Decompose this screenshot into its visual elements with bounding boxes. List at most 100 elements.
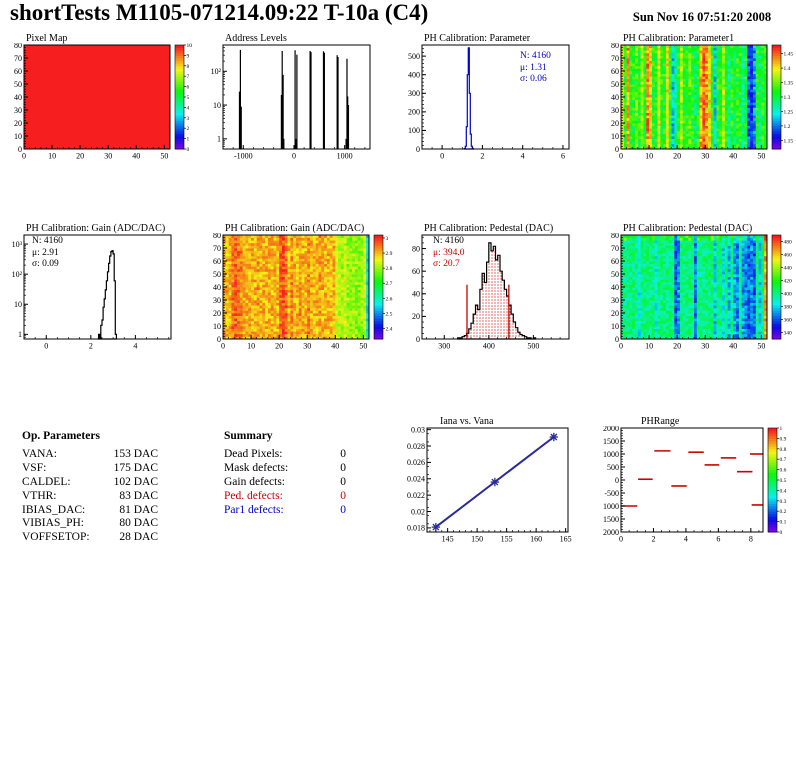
op-param-value: 175 DAC [113, 461, 158, 474]
svg-text:10: 10 [645, 152, 653, 161]
svg-text:1: 1 [18, 330, 22, 339]
op-param-value: 81 DAC [119, 503, 158, 516]
summary-row-2: Gain defects: 0 [224, 476, 346, 490]
stats-box-parameter: N: 4160 μ: 1.31 σ: 0.06 [520, 51, 551, 86]
svg-text:20: 20 [275, 342, 283, 351]
op-param-row: IBIAS_DAC: 81 DAC [22, 504, 158, 518]
svg-text:1.15: 1.15 [784, 138, 794, 144]
svg-text:300: 300 [408, 89, 420, 98]
summary-row-1: Mask defects: 0 [224, 462, 346, 476]
pad-gain-map: PH Calibration: Gain (ADC/DAC) 0 10 20 30 40… [199, 215, 398, 405]
svg-text:0: 0 [292, 152, 296, 161]
op-param-label: VANA: [22, 448, 57, 460]
svg-text:20: 20 [611, 119, 619, 128]
op-param-label: IBIAS_DAC: [22, 503, 86, 516]
svg-text:7: 7 [187, 74, 190, 80]
svg-text:50: 50 [160, 152, 168, 161]
svg-text:2.7: 2.7 [386, 281, 393, 287]
page-title: shortTests M1105-071214.09:22 T-10a (C4) [10, 0, 429, 25]
svg-text:40: 40 [213, 283, 221, 292]
op-param-value: 83 DAC [119, 489, 158, 502]
summary-row-3: Ped. defects: 0 [224, 490, 346, 504]
svg-text:2.5: 2.5 [386, 311, 393, 317]
svg-text:1.45: 1.45 [784, 52, 794, 58]
svg-text:40: 40 [412, 290, 420, 299]
svg-text:2.8: 2.8 [386, 266, 393, 272]
summary-label: Dead Pixels: [224, 448, 283, 460]
summary-row-0: Dead Pixels: 0 [224, 448, 346, 462]
svg-text:2: 2 [89, 342, 93, 351]
svg-text:1: 1 [217, 135, 221, 144]
svg-text:2.6: 2.6 [386, 296, 393, 302]
stats-box-gain: N: 4160 μ: 2.91 σ: 0.09 [32, 236, 63, 271]
svg-text:10: 10 [213, 322, 221, 331]
svg-text:9: 9 [187, 53, 190, 59]
pad-iana-vana: Iana vs. Vana 145 150 155 160 165 0.018 0.02 0.… [398, 408, 597, 598]
svg-text:20: 20 [213, 309, 221, 318]
pedestal-hist-plot: 300 400 500 0 20 40 60 80 [412, 234, 570, 351]
op-param-label: VTHR: [22, 489, 57, 502]
plot-title-gain-hist: PH Calibration: Gain (ADC/DAC) [26, 223, 166, 234]
svg-text:10²: 10² [211, 67, 222, 76]
pad-pedestal-hist: PH Calibration: Pedestal (DAC) 300 400 500… [398, 215, 597, 405]
svg-text:40: 40 [729, 152, 737, 161]
svg-text:0: 0 [22, 152, 26, 161]
op-param-row: VTHR: 83 DAC [22, 490, 158, 504]
svg-text:60: 60 [412, 267, 420, 276]
plot-title-ph-parameter1: PH Calibration: Parameter1 [623, 33, 735, 44]
svg-text:1.35: 1.35 [784, 81, 794, 87]
svg-text:80: 80 [14, 43, 22, 50]
pad-ph-parameter: PH Calibration: Parameter 0 2 4 6 0 100 200 300… [398, 33, 597, 223]
stats-n: N: 4160 [32, 236, 63, 246]
svg-text:1.2: 1.2 [784, 124, 791, 130]
ph-parameter1-map-plot: 0 10 20 30 40 50 0 10 20 30 40 50 60 70 80 1.15 1.2 1.25 1… [611, 43, 794, 161]
svg-text:30: 30 [303, 342, 311, 351]
summary-value: 0 [340, 489, 346, 502]
svg-text:20: 20 [14, 119, 22, 128]
svg-text:20: 20 [76, 152, 84, 161]
svg-text:300: 300 [438, 342, 450, 351]
svg-text:40: 40 [14, 93, 22, 102]
summary-label: Ped. defects: [224, 489, 283, 502]
svg-text:2: 2 [187, 126, 190, 132]
svg-text:4: 4 [133, 342, 137, 351]
summary-label: Gain defects: [224, 475, 285, 488]
svg-text:80: 80 [611, 43, 619, 50]
op-param-label: VSF: [22, 461, 47, 474]
gain-hist-plot: 0 2 4 1 10 10² 10³ [12, 234, 172, 351]
svg-text:10³: 10³ [12, 240, 23, 249]
op-param-row: VIBIAS_PH: 80 DAC [22, 517, 158, 531]
op-param-row: VSF: 175 DAC [22, 462, 158, 476]
op-parameters-heading: Op. Parameters [22, 430, 100, 442]
summary-row-4: Par1 defects: 0 [224, 504, 346, 518]
pad-address-levels: Address Levels -1000 0 1000 1 10 10² [199, 33, 398, 223]
op-param-value: 153 DAC [113, 448, 158, 460]
svg-text:8: 8 [187, 64, 190, 70]
svg-text:10: 10 [611, 132, 619, 141]
stats-box-pedestal: N: 4160 μ: 394.0 σ: 20.7 [433, 236, 464, 271]
svg-text:100: 100 [408, 126, 420, 135]
svg-text:50: 50 [757, 152, 765, 161]
summary-value: 0 [340, 475, 346, 488]
svg-text:80: 80 [213, 233, 221, 240]
stats-mean: μ: 1.31 [520, 62, 547, 73]
svg-text:40: 40 [132, 152, 140, 161]
svg-text:10: 10 [48, 152, 56, 161]
svg-text:50: 50 [14, 80, 22, 89]
svg-text:1.25: 1.25 [784, 109, 794, 115]
svg-text:50: 50 [611, 80, 619, 89]
svg-text:70: 70 [213, 244, 221, 253]
svg-text:500: 500 [527, 342, 539, 351]
plot-title-pedestal-map: PH Calibration: Pedestal (DAC) [623, 223, 753, 234]
svg-text:10: 10 [213, 101, 221, 110]
summary-value: 0 [340, 503, 346, 516]
op-param-label: CALDEL: [22, 475, 71, 488]
stats-n: N: 4160 [520, 51, 551, 61]
svg-text:2.4: 2.4 [386, 326, 393, 332]
svg-text:0: 0 [416, 145, 420, 154]
svg-text:70: 70 [611, 54, 619, 63]
svg-text:10: 10 [187, 43, 193, 49]
pixel-map-plot: 0 10 20 30 40 50 0 10 20 30 40 50 60 70 80 0 1 2 3 4 5 6 7 8 9 10 [14, 43, 193, 161]
svg-text:2.9: 2.9 [386, 251, 393, 257]
